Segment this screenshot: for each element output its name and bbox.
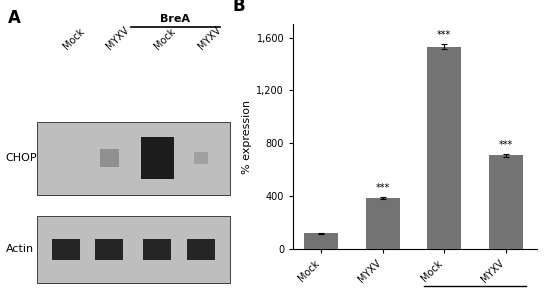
Text: ***: *** <box>437 30 452 40</box>
Text: Mock: Mock <box>61 27 86 52</box>
Bar <box>489 155 523 249</box>
Text: MYXV: MYXV <box>104 25 131 52</box>
Bar <box>95 239 123 260</box>
Text: A: A <box>8 9 21 27</box>
Text: B: B <box>232 0 245 15</box>
Bar <box>366 198 399 249</box>
Bar <box>304 233 338 249</box>
Text: Mock: Mock <box>152 27 178 52</box>
Text: BreA: BreA <box>460 303 490 304</box>
Bar <box>144 239 172 260</box>
Bar <box>140 137 174 179</box>
Bar <box>52 239 79 260</box>
Bar <box>37 216 230 283</box>
Bar <box>193 152 208 164</box>
Bar <box>37 122 230 195</box>
Text: ***: *** <box>376 183 390 193</box>
Y-axis label: % expression: % expression <box>242 100 252 174</box>
Text: CHOP: CHOP <box>5 153 37 163</box>
Text: BreA: BreA <box>161 14 191 24</box>
Text: Actin: Actin <box>5 244 33 254</box>
Bar <box>100 149 119 167</box>
Text: MYXV: MYXV <box>196 25 222 52</box>
Text: ***: *** <box>499 140 513 150</box>
Bar <box>427 47 461 249</box>
Bar <box>187 239 215 260</box>
